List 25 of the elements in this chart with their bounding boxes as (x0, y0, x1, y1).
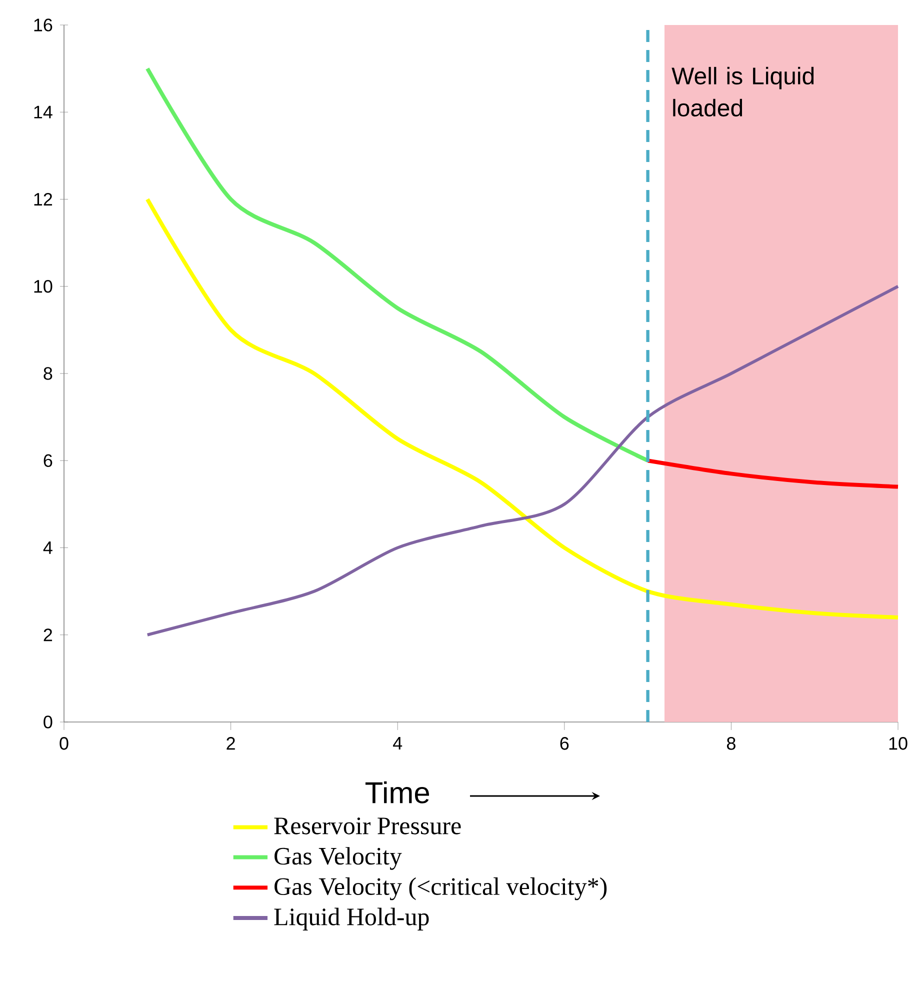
y-tick-label: 14 (34, 106, 52, 118)
x-tick-label: 8 (726, 737, 736, 750)
line-series (145, 197, 900, 620)
y-tick-label: 2 (44, 628, 52, 642)
x-tick-label: 4 (393, 737, 402, 750)
line-series (145, 66, 650, 463)
y-tick-label: 6 (44, 454, 52, 467)
line-series (146, 284, 900, 636)
legend-label: Gas Velocity (274, 847, 402, 870)
y-tick-label: 0 (44, 716, 52, 728)
x-tick-label: 6 (560, 737, 569, 750)
line-series (646, 458, 900, 489)
x-axis-title: Time (365, 781, 430, 804)
legend-label: Reservoir Pressure (274, 818, 461, 834)
y-tick-label: 8 (44, 367, 52, 380)
legend-label: Liquid Hold-up (274, 908, 429, 930)
legend-label: Gas Velocity (<critical velocity*) (274, 877, 607, 900)
x-tick-label: 0 (60, 737, 68, 750)
y-tick-label: 4 (43, 542, 52, 554)
y-tick-label: 10 (34, 280, 52, 293)
y-tick-label: 16 (34, 18, 52, 32)
band-label: Well is Liquid loaded (672, 66, 814, 117)
x-tick-label: 10 (889, 737, 908, 750)
x-tick-label: 2 (226, 737, 235, 750)
y-tick-label: 12 (34, 192, 52, 206)
